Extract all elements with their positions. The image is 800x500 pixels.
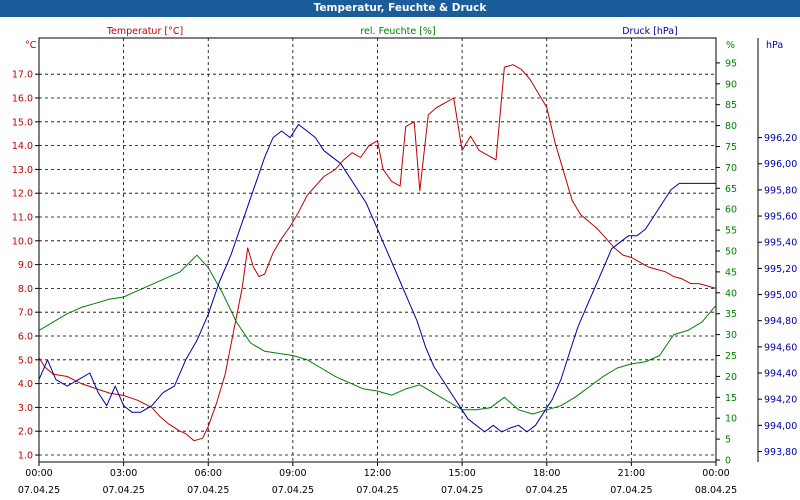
pressure-tick-label: 995,40 bbox=[764, 238, 797, 249]
temperature-tick-label: 3.0 bbox=[18, 403, 33, 414]
pressure-tick-label: 994,20 bbox=[764, 395, 797, 406]
pressure-unit: hPa bbox=[766, 40, 783, 51]
pressure-tick-label: 996,20 bbox=[764, 133, 797, 144]
temperature-tick-label: 13.0 bbox=[12, 165, 33, 176]
date-tick-label: 07.04.25 bbox=[441, 485, 483, 496]
time-tick-label: 09:00 bbox=[279, 468, 306, 479]
chart-title: Temperatur, Feuchte & Druck bbox=[0, 0, 800, 17]
date-tick-label: 07.04.25 bbox=[18, 485, 60, 496]
temperature-tick-label: 8.0 bbox=[18, 284, 33, 295]
time-tick-label: 00:00 bbox=[25, 468, 52, 479]
humidity-tick-label: 65 bbox=[725, 184, 737, 195]
pressure-tick-label: 994,40 bbox=[764, 369, 797, 380]
temperature-unit: °C bbox=[25, 40, 37, 51]
date-tick-label: 07.04.25 bbox=[526, 485, 568, 496]
humidity-tick-label: 15 bbox=[725, 393, 737, 404]
time-tick-label: 12:00 bbox=[364, 468, 391, 479]
time-tick-label: 03:00 bbox=[110, 468, 137, 479]
humidity-tick-label: 90 bbox=[725, 79, 737, 90]
time-tick-label: 00:00 bbox=[702, 468, 729, 479]
humidity-tick-label: 85 bbox=[725, 100, 737, 111]
humidity-tick-label: 75 bbox=[725, 142, 737, 153]
humidity-tick-label: 70 bbox=[725, 163, 737, 174]
temperature-tick-label: 15.0 bbox=[12, 117, 33, 128]
humidity-tick-label: 20 bbox=[725, 372, 737, 383]
temperature-axis-label: Temperatur [°C] bbox=[106, 26, 183, 37]
temperature-tick-label: 4.0 bbox=[18, 379, 33, 390]
temperature-tick-label: 14.0 bbox=[12, 141, 33, 152]
date-tick-label: 08.04.25 bbox=[695, 485, 737, 496]
humidity-tick-label: 35 bbox=[725, 309, 737, 320]
time-tick-label: 21:00 bbox=[618, 468, 645, 479]
data-series bbox=[38, 64, 717, 442]
pressure-line bbox=[38, 124, 716, 433]
temperature-tick-label: 9.0 bbox=[18, 260, 33, 271]
date-tick-label: 07.04.25 bbox=[102, 485, 144, 496]
date-tick-label: 07.04.25 bbox=[187, 485, 229, 496]
temperature-axis: 1.0 2.0 3.0 4.0 5.0 6.0 7.0 8.0 9.0 10.0 11.0 12.0 1… bbox=[12, 70, 39, 462]
time-tick-label: 18:00 bbox=[533, 468, 560, 479]
humidity-tick-label: 80 bbox=[725, 121, 737, 132]
pressure-tick-label: 995,00 bbox=[764, 290, 797, 301]
temperature-tick-label: 7.0 bbox=[18, 308, 33, 319]
humidity-tick-label: 95 bbox=[725, 58, 737, 69]
humidity-axis-label: rel. Feuchte [%] bbox=[360, 26, 435, 37]
pressure-axis: 993,80 994,00 994,20 994,40 994,60 994,80 995,… bbox=[757, 38, 797, 462]
humidity-tick-label: 50 bbox=[725, 247, 737, 258]
humidity-tick-label: 0 bbox=[725, 456, 731, 467]
date-tick-label: 07.04.25 bbox=[356, 485, 398, 496]
temperature-tick-label: 6.0 bbox=[18, 332, 33, 343]
pressure-tick-label: 995,20 bbox=[764, 264, 797, 275]
pressure-tick-label: 994,80 bbox=[764, 316, 797, 327]
temperature-tick-label: 17.0 bbox=[12, 70, 33, 81]
humidity-line bbox=[38, 254, 717, 415]
humidity-tick-label: 5 bbox=[725, 435, 731, 446]
humidity-tick-label: 25 bbox=[725, 351, 737, 362]
date-tick-label: 07.04.25 bbox=[610, 485, 652, 496]
pressure-axis-label: Druck [hPa] bbox=[622, 26, 678, 37]
humidity-tick-label: 10 bbox=[725, 414, 737, 425]
temperature-tick-label: 12.0 bbox=[12, 189, 33, 200]
grid-lines bbox=[39, 38, 716, 462]
time-tick-label: 06:00 bbox=[195, 468, 222, 479]
humidity-tick-label: 60 bbox=[725, 205, 737, 216]
pressure-tick-label: 993,80 bbox=[764, 447, 797, 458]
pressure-tick-label: 995,80 bbox=[764, 185, 797, 196]
temperature-tick-label: 11.0 bbox=[12, 213, 33, 224]
temperature-tick-label: 5.0 bbox=[18, 355, 33, 366]
temperature-tick-label: 2.0 bbox=[18, 427, 33, 438]
temperature-tick-label: 1.0 bbox=[18, 451, 33, 462]
time-axis: 00:00 07.04.25 03:00 07.04.25 06:00 07.04.25 0… bbox=[18, 462, 737, 496]
pressure-tick-label: 995,60 bbox=[764, 212, 797, 223]
temperature-tick-label: 10.0 bbox=[12, 236, 33, 247]
temperature-tick-label: 16.0 bbox=[12, 94, 33, 105]
humidity-tick-label: 45 bbox=[725, 267, 737, 278]
time-tick-label: 15:00 bbox=[448, 468, 475, 479]
date-tick-label: 07.04.25 bbox=[272, 485, 314, 496]
pressure-tick-label: 994,00 bbox=[764, 421, 797, 432]
pressure-tick-label: 994,60 bbox=[764, 342, 797, 353]
humidity-tick-label: 55 bbox=[725, 226, 737, 237]
humidity-tick-label: 30 bbox=[725, 330, 737, 341]
humidity-unit: % bbox=[726, 40, 735, 51]
temperature-line bbox=[38, 64, 717, 442]
humidity-tick-label: 40 bbox=[725, 288, 737, 299]
humidity-axis: 0 5 10 15 20 25 30 35 40 45 50 55 60 65 70 75 80 85 90 95 bbox=[716, 58, 737, 467]
pressure-tick-label: 996,00 bbox=[764, 159, 797, 170]
